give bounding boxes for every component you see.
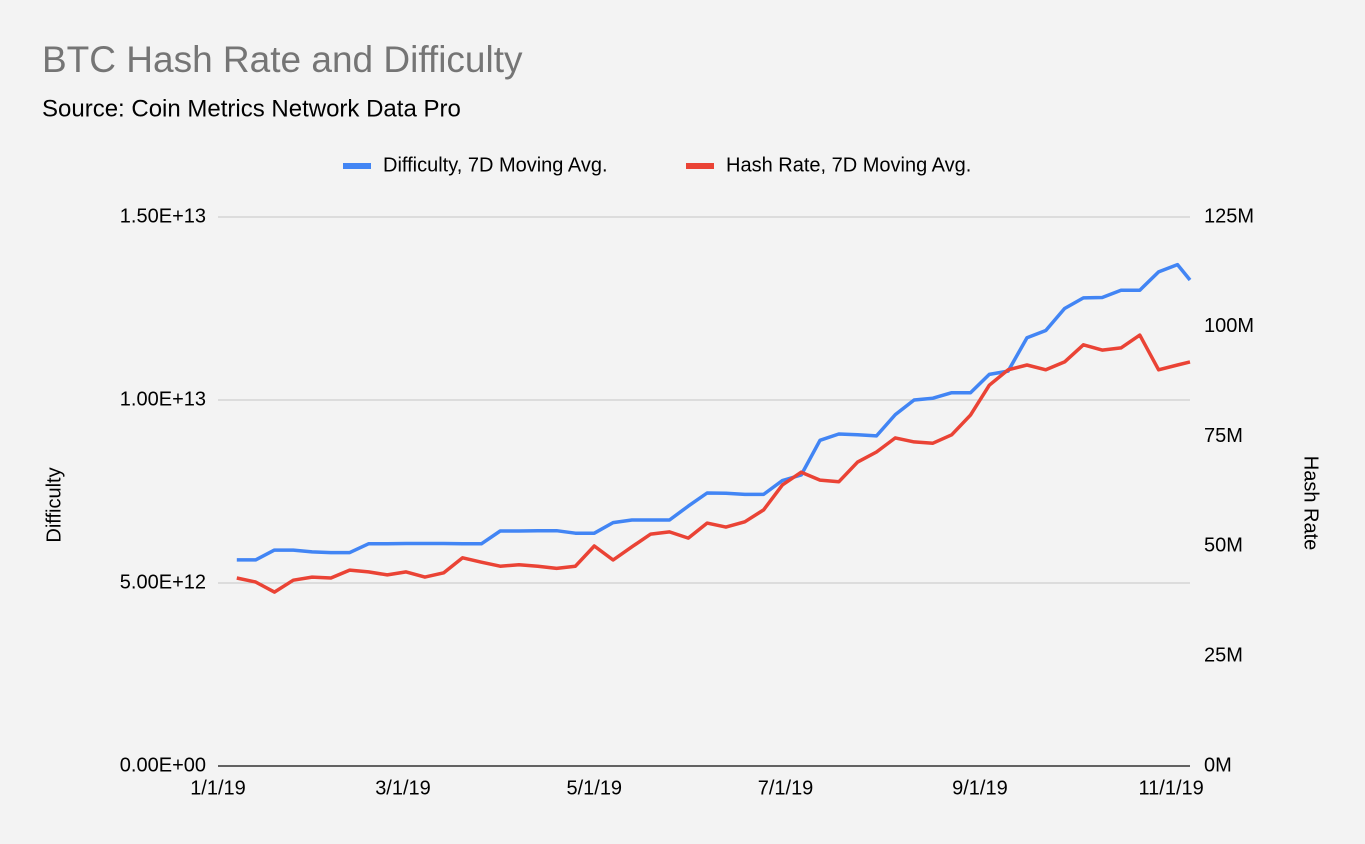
y-tick-label: 0.00E+00 [120,754,206,776]
y2-tick-label: 25M [1204,644,1243,666]
y2-tick-label: 75M [1204,425,1243,447]
series-line [236,333,1191,594]
y-tick-label: 5.00E+12 [120,571,206,593]
y2-tick-label: 50M [1204,535,1243,557]
chart-subtitle: Source: Coin Metrics Network Data Pro [42,95,461,122]
y2-tick-label: 0M [1204,754,1232,776]
y2-tick-label: 125M [1204,205,1254,227]
y2-axis-label: Hash Rate [1300,456,1322,551]
x-tick-label: 5/1/19 [566,777,622,799]
series-line [236,262,1192,562]
y-tick-label: 1.00E+13 [120,388,206,410]
x-tick-label: 7/1/19 [758,777,814,799]
x-tick-label: 3/1/19 [375,777,431,799]
x-tick-label: 11/1/19 [1139,777,1204,799]
legend-label: Hash Rate, 7D Moving Avg. [726,154,971,176]
legend-label: Difficulty, 7D Moving Avg. [383,154,608,176]
x-tick-label: 1/1/19 [190,777,246,799]
y2-tick-label: 100M [1204,315,1254,337]
chart-title: BTC Hash Rate and Difficulty [42,39,523,80]
x-tick-label: 9/1/19 [952,777,1008,799]
y-tick-label: 1.50E+13 [120,205,206,227]
y-axis-label: Difficulty [43,467,65,542]
